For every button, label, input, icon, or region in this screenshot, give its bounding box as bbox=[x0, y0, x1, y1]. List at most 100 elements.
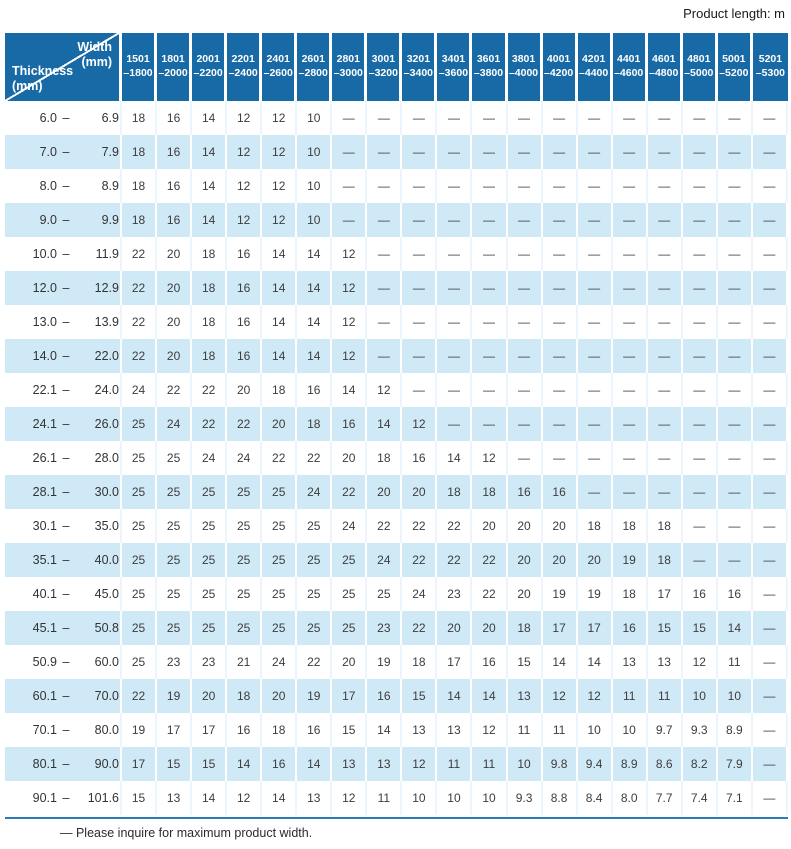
length-value-cell: 19 bbox=[542, 577, 578, 611]
length-value-cell: 16 bbox=[717, 577, 753, 611]
length-value-cell: 23 bbox=[437, 577, 473, 611]
length-value-cell: 10 bbox=[297, 203, 333, 237]
width-column-header: 2201 –2400 bbox=[227, 33, 263, 101]
length-value-cell: 22 bbox=[402, 509, 438, 543]
width-column-header: 1801 –2000 bbox=[157, 33, 193, 101]
length-value-cell: 18 bbox=[472, 475, 508, 509]
length-value-cell: — bbox=[542, 271, 578, 305]
length-value-cell: — bbox=[577, 135, 613, 169]
thickness-range: 26.1–28.0 bbox=[5, 441, 122, 475]
length-value-cell: — bbox=[682, 373, 718, 407]
length-value-cell: — bbox=[612, 135, 648, 169]
length-value-cell: — bbox=[612, 101, 648, 135]
length-value-cell: — bbox=[367, 339, 403, 373]
length-value-cell: — bbox=[612, 407, 648, 441]
length-value-cell: — bbox=[437, 135, 473, 169]
length-value-cell: — bbox=[332, 203, 368, 237]
length-value-cell: 14 bbox=[542, 645, 578, 679]
length-value-cell: 16 bbox=[612, 611, 648, 645]
length-value-cell: — bbox=[717, 203, 753, 237]
table-row: 6.0–6.9 18 16 14 12 12 10— — — — — — — — — — — — — bbox=[5, 101, 788, 135]
length-value-cell: 20 bbox=[157, 339, 193, 373]
length-value-cell: 16 bbox=[367, 679, 403, 713]
length-value-cell: — bbox=[682, 135, 718, 169]
length-value-cell: 20 bbox=[157, 237, 193, 271]
length-value-cell: 16 bbox=[682, 577, 718, 611]
width-column-header: 2401 –2600 bbox=[262, 33, 298, 101]
length-value-cell: 22 bbox=[192, 373, 228, 407]
length-value-cell: 10 bbox=[682, 679, 718, 713]
length-value-cell: 24 bbox=[122, 373, 158, 407]
table-row: 22.1–24.0 24 22 22 20 18 16 14 12— — — — — — — — — — — bbox=[5, 373, 788, 407]
length-value-cell: — bbox=[577, 237, 613, 271]
length-value-cell: 16 bbox=[227, 237, 263, 271]
length-value-cell: 22 bbox=[122, 237, 158, 271]
length-value-cell: 25 bbox=[157, 509, 193, 543]
length-value-cell: 16 bbox=[262, 747, 298, 781]
length-value-cell: 16 bbox=[227, 305, 263, 339]
length-value-cell: — bbox=[402, 169, 438, 203]
length-value-cell: — bbox=[367, 237, 403, 271]
length-value-cell: 12 bbox=[367, 373, 403, 407]
length-value-cell: 14 bbox=[262, 237, 298, 271]
length-value-cell: 20 bbox=[227, 373, 263, 407]
length-value-cell: 22 bbox=[122, 679, 158, 713]
table-row: 13.0–13.9 22 20 18 16 14 14 12— — — — — — — — — — — — bbox=[5, 305, 788, 339]
length-value-cell: — bbox=[647, 169, 683, 203]
length-value-cell: 16 bbox=[402, 441, 438, 475]
length-value-cell: 17 bbox=[192, 713, 228, 747]
thickness-range: 30.1–35.0 bbox=[5, 509, 122, 543]
length-value-cell: — bbox=[752, 475, 788, 509]
length-value-cell: 25 bbox=[122, 577, 158, 611]
length-value-cell: 18 bbox=[647, 543, 683, 577]
length-value-cell: — bbox=[752, 169, 788, 203]
length-value-cell: — bbox=[612, 373, 648, 407]
length-value-cell: — bbox=[682, 305, 718, 339]
length-value-cell: 22 bbox=[472, 577, 508, 611]
width-column-header: 4401 –4600 bbox=[612, 33, 648, 101]
length-value-cell: 25 bbox=[297, 509, 333, 543]
length-value-cell: — bbox=[752, 781, 788, 815]
length-value-cell: 18 bbox=[122, 203, 158, 237]
length-value-cell: — bbox=[367, 101, 403, 135]
thickness-range: 35.1–40.0 bbox=[5, 543, 122, 577]
length-value-cell: 7.1 bbox=[717, 781, 753, 815]
length-value-cell: 19 bbox=[612, 543, 648, 577]
length-value-cell: 14 bbox=[262, 339, 298, 373]
length-value-cell: — bbox=[507, 237, 543, 271]
length-value-cell: 16 bbox=[332, 407, 368, 441]
length-value-cell: 16 bbox=[542, 475, 578, 509]
length-value-cell: — bbox=[402, 339, 438, 373]
length-value-cell: 7.7 bbox=[647, 781, 683, 815]
table-row: 12.0–12.9 22 20 18 16 14 14 12— — — — — — — — — — — — bbox=[5, 271, 788, 305]
table-row: 26.1–28.0 25 25 24 24 22 22 20 18 16 14 12— — — — — — — — bbox=[5, 441, 788, 475]
length-value-cell: 25 bbox=[122, 509, 158, 543]
length-value-cell: — bbox=[472, 271, 508, 305]
length-value-cell: 14 bbox=[437, 441, 473, 475]
length-value-cell: — bbox=[577, 441, 613, 475]
length-value-cell: 14 bbox=[472, 679, 508, 713]
length-value-cell: 18 bbox=[402, 645, 438, 679]
length-value-cell: 13 bbox=[437, 713, 473, 747]
length-value-cell: 14 bbox=[192, 101, 228, 135]
length-value-cell: — bbox=[507, 135, 543, 169]
length-value-cell: — bbox=[717, 237, 753, 271]
length-value-cell: 14 bbox=[262, 271, 298, 305]
length-value-cell: 18 bbox=[367, 441, 403, 475]
length-value-cell: 24 bbox=[192, 441, 228, 475]
length-value-cell: — bbox=[437, 101, 473, 135]
length-value-cell: 12 bbox=[262, 101, 298, 135]
diagonal-corner-cell: Width (mm) Thickness (mm) bbox=[5, 33, 122, 101]
length-value-cell: — bbox=[332, 169, 368, 203]
width-column-header: 5001 –5200 bbox=[717, 33, 753, 101]
length-value-cell: — bbox=[542, 305, 578, 339]
length-value-cell: 19 bbox=[297, 679, 333, 713]
width-axis-label: Width (mm) bbox=[77, 40, 112, 69]
length-value-cell: 18 bbox=[122, 101, 158, 135]
length-value-cell: 10 bbox=[297, 169, 333, 203]
length-value-cell: — bbox=[682, 271, 718, 305]
length-value-cell: 18 bbox=[262, 373, 298, 407]
length-value-cell: 25 bbox=[262, 543, 298, 577]
length-value-cell: — bbox=[752, 305, 788, 339]
length-value-cell: — bbox=[472, 135, 508, 169]
